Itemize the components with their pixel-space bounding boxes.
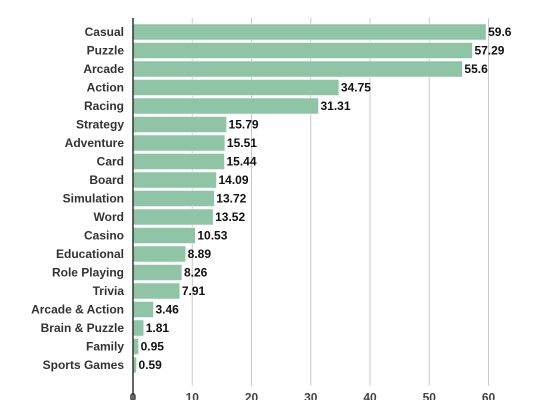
x-tick-label: 60: [482, 391, 496, 400]
value-label: 3.46: [156, 303, 180, 317]
category-label: Educational: [56, 247, 124, 261]
value-label: 8.89: [188, 247, 212, 261]
value-label: 13.52: [215, 210, 245, 224]
bars: [132, 23, 487, 374]
value-label: 13.72: [216, 192, 246, 206]
value-label: 55.6: [464, 62, 488, 76]
bar: [132, 134, 226, 152]
value-label: 8.26: [184, 266, 208, 280]
value-label: 10.53: [197, 229, 227, 243]
category-label: Casino: [84, 229, 124, 243]
x-tick-label: 40: [363, 391, 377, 400]
category-label: Simulation: [63, 192, 124, 206]
x-tick-label: 20: [245, 391, 259, 400]
bar: [132, 264, 183, 281]
bar: [132, 319, 144, 337]
value-label: 31.31: [321, 99, 351, 113]
value-label: 57.29: [474, 44, 504, 58]
category-label: Board: [89, 173, 124, 187]
bar: [132, 42, 473, 59]
category-labels: Casual Puzzle Arcade Action Racing Strategy Ad…: [31, 25, 124, 372]
bar: [132, 171, 217, 189]
value-label: 34.75: [341, 81, 371, 95]
category-label: Family: [86, 340, 124, 354]
bar: [132, 79, 340, 96]
x-tick-label: 50: [423, 391, 437, 400]
value-label: 15.44: [226, 155, 256, 169]
category-label: Adventure: [65, 136, 125, 150]
bar: [132, 338, 139, 355]
value-label: 15.79: [229, 118, 259, 132]
value-label: 14.09: [218, 173, 248, 187]
bar: [132, 227, 196, 244]
category-label: Arcade & Action: [31, 303, 124, 317]
category-label: Sports Games: [43, 358, 125, 372]
x-tick-labels: 0102030405060: [130, 391, 496, 400]
category-label: Trivia: [93, 284, 125, 298]
category-label: Brain & Puzzle: [41, 321, 125, 335]
x-tick-label: 10: [186, 391, 200, 400]
bar: [132, 23, 487, 41]
value-label: 0.59: [138, 358, 162, 372]
bar: [132, 301, 154, 318]
value-label: 1.81: [146, 321, 170, 335]
category-label: Word: [94, 210, 124, 224]
value-label: 15.51: [227, 136, 257, 150]
bar: [132, 97, 319, 115]
category-label: Strategy: [76, 118, 124, 132]
x-tick-label: 30: [304, 391, 318, 400]
category-label: Arcade: [83, 62, 124, 76]
bar: [132, 153, 225, 170]
value-label: 7.91: [182, 284, 206, 298]
category-label: Puzzle: [87, 44, 125, 58]
bar: [132, 282, 181, 300]
category-label: Action: [87, 81, 124, 95]
category-label: Casual: [85, 25, 124, 39]
value-label: 0.95: [141, 340, 165, 354]
bar: [132, 208, 214, 226]
category-label: Racing: [84, 99, 124, 113]
category-label: Card: [97, 155, 124, 169]
bar: [132, 245, 186, 263]
bar: [132, 60, 463, 78]
bar: [132, 116, 227, 133]
value-labels: 59.6 57.29 55.6 34.75 31.31 15.79 15.51 15.44 14…: [138, 25, 511, 372]
value-label: 59.6: [488, 25, 512, 39]
bar: [132, 190, 215, 207]
category-label: Role Playing: [52, 266, 124, 280]
